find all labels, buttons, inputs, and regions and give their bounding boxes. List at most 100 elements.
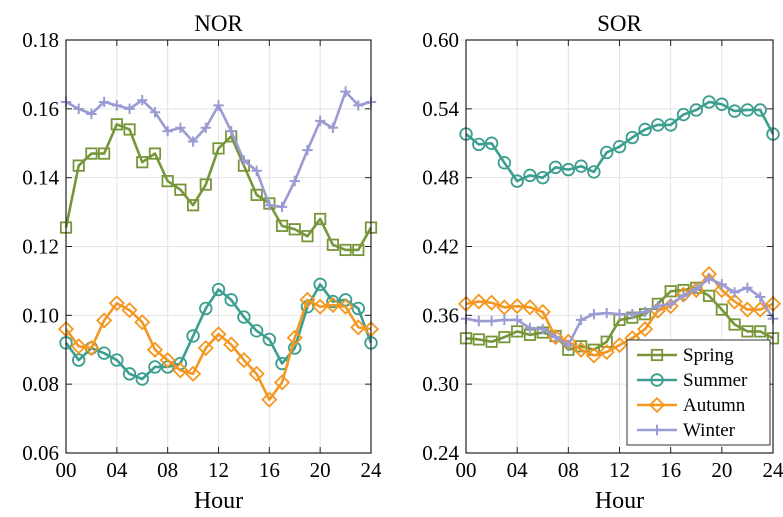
data-point-spring xyxy=(664,285,677,298)
data-point-winter xyxy=(98,96,110,108)
data-point-winter xyxy=(575,314,587,326)
data-point-spring xyxy=(715,303,728,316)
data-point-winter xyxy=(601,307,612,319)
data-point-winter xyxy=(691,283,702,295)
data-point-spring xyxy=(123,123,136,136)
data-point-summer xyxy=(110,353,124,367)
data-point-autumn xyxy=(197,339,214,357)
data-point-winter xyxy=(550,331,561,343)
x-tick-label: 24 xyxy=(763,458,783,482)
legend-label: Autumn xyxy=(683,395,746,416)
data-point-winter xyxy=(588,308,600,320)
data-point-autumn xyxy=(299,291,316,308)
data-point-summer xyxy=(663,118,678,132)
data-point-autumn xyxy=(350,319,367,336)
panel-2-series-spring xyxy=(459,281,780,356)
data-point-winter xyxy=(703,273,715,284)
data-point-winter xyxy=(652,300,664,312)
panel-2-series-summer xyxy=(459,95,780,188)
data-point-summer xyxy=(199,301,213,316)
x-tick-label: 20 xyxy=(310,458,331,482)
y-tick-label: 0.48 xyxy=(422,166,459,190)
y-tick-label: 0.36 xyxy=(422,303,459,327)
data-point-summer xyxy=(587,165,601,179)
data-point-winter xyxy=(238,155,250,166)
x-axis-label: Hour xyxy=(194,488,243,514)
y-tick-label: 0.24 xyxy=(422,441,459,465)
x-tick-label: 00 xyxy=(456,458,477,482)
data-point-winter xyxy=(563,339,574,351)
data-point-autumn xyxy=(121,302,138,319)
data-point-autumn xyxy=(261,391,278,408)
data-point-autumn xyxy=(726,293,743,310)
data-point-summer xyxy=(472,137,486,152)
data-point-autumn xyxy=(337,298,354,315)
data-point-autumn xyxy=(483,294,500,311)
data-point-spring xyxy=(174,183,187,196)
data-point-summer xyxy=(548,160,563,175)
data-point-autumn xyxy=(688,282,705,299)
data-point-summer xyxy=(351,301,365,316)
y-tick-label: 0.54 xyxy=(422,97,459,121)
data-point-winter xyxy=(473,315,484,327)
data-point-summer xyxy=(262,332,277,347)
data-point-summer xyxy=(510,174,524,188)
data-point-spring xyxy=(212,142,225,155)
data-point-summer xyxy=(638,122,652,137)
data-point-spring xyxy=(600,335,613,348)
legend-label: Summer xyxy=(683,370,748,391)
data-point-spring xyxy=(250,188,263,201)
data-point-autumn xyxy=(611,337,628,354)
legend-label: Spring xyxy=(683,345,734,366)
data-point-summer xyxy=(676,107,691,122)
data-point-spring xyxy=(702,289,716,302)
data-point-autumn xyxy=(324,296,341,314)
data-point-summer xyxy=(740,103,755,117)
series-line-spring xyxy=(465,286,774,352)
y-tick-label: 0.06 xyxy=(22,441,59,465)
data-point-autumn xyxy=(210,326,227,343)
data-point-summer xyxy=(702,95,716,109)
data-point-autumn xyxy=(83,339,100,357)
data-point-winter xyxy=(73,103,84,115)
data-point-spring xyxy=(339,243,352,257)
data-point-autumn xyxy=(273,374,291,391)
data-point-summer xyxy=(326,294,340,309)
data-point-autumn xyxy=(108,295,125,312)
x-tick-label: 08 xyxy=(558,458,579,482)
x-tick-label: 16 xyxy=(660,458,681,482)
data-point-autumn xyxy=(185,365,202,382)
data-point-autumn xyxy=(585,347,602,364)
panel-2: 00 04 08 12 16 20 24 0.24 0.30 0.36 0.42 0.48 0.54 0.… xyxy=(422,11,783,514)
data-point-winter xyxy=(137,95,148,106)
data-point-summer xyxy=(689,103,703,117)
data-point-summer xyxy=(600,145,614,160)
data-point-winter xyxy=(200,122,211,133)
data-point-autumn xyxy=(637,321,654,338)
data-point-winter xyxy=(639,306,651,318)
data-point-autumn xyxy=(248,365,265,382)
data-point-summer xyxy=(536,170,550,185)
data-point-spring xyxy=(98,147,111,160)
y-tick-label: 0.18 xyxy=(22,28,59,52)
data-point-autumn xyxy=(286,329,303,346)
data-point-autumn xyxy=(509,298,526,315)
data-point-winter xyxy=(276,201,288,213)
data-point-winter xyxy=(149,107,161,118)
y-tick-label: 0.16 xyxy=(22,97,59,121)
data-point-summer xyxy=(249,324,264,338)
x-tick-label: 00 xyxy=(56,458,77,482)
x-tick-label: 04 xyxy=(106,458,128,482)
data-point-summer xyxy=(753,103,767,117)
data-point-spring xyxy=(199,178,212,191)
data-point-summer xyxy=(497,156,512,170)
data-point-winter xyxy=(511,314,523,326)
panel-1-series-spring xyxy=(59,118,378,257)
data-point-summer xyxy=(97,346,111,360)
data-point-spring xyxy=(352,243,365,257)
y-tick-label: 0.14 xyxy=(22,166,59,190)
data-point-winter xyxy=(742,282,753,293)
data-point-spring xyxy=(161,175,174,188)
data-point-autumn xyxy=(312,298,329,315)
